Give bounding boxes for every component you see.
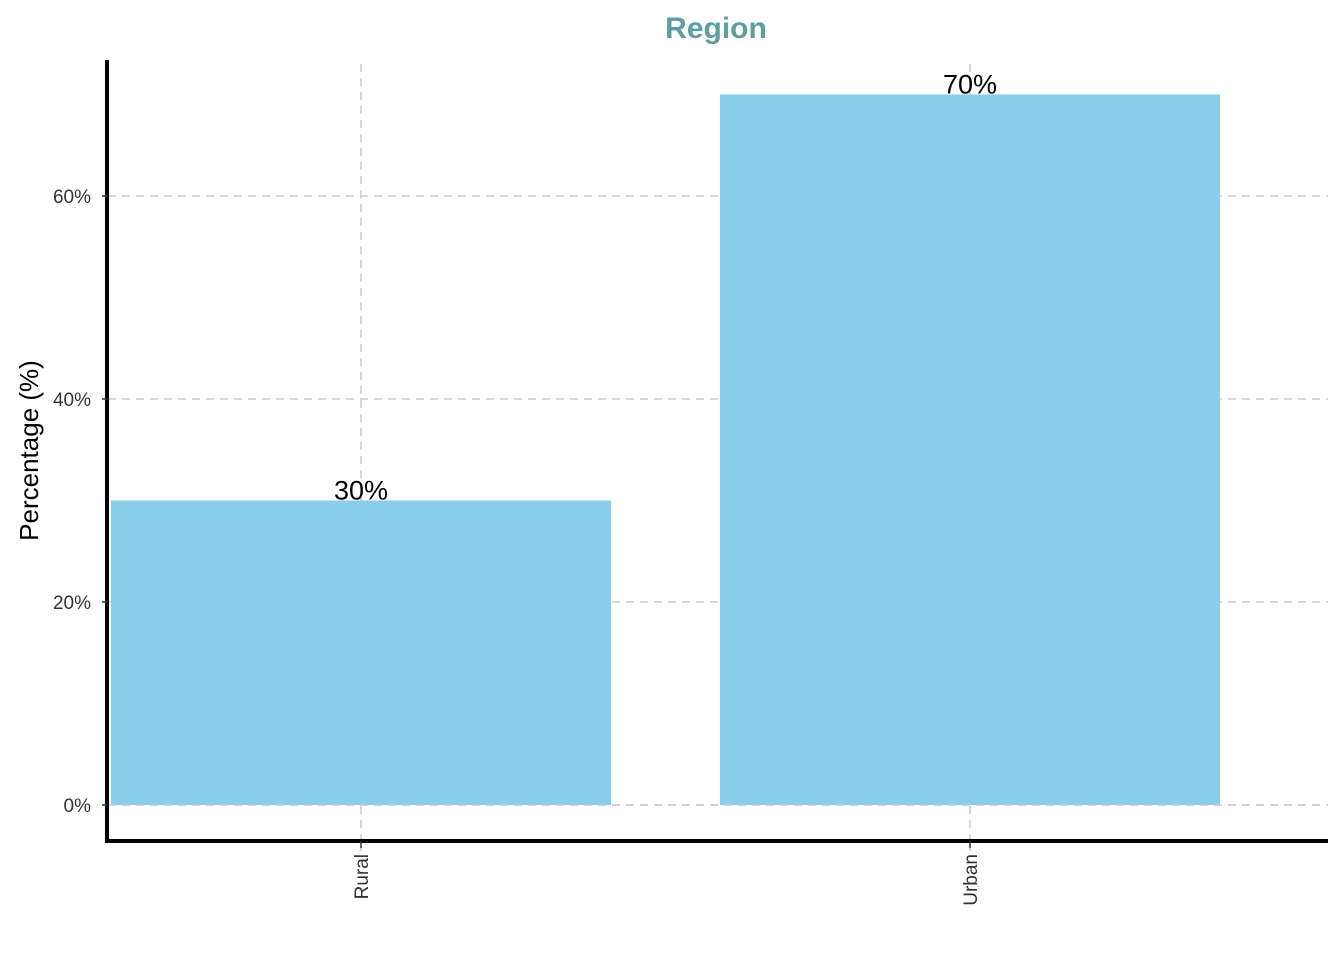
y-tick-label: 0% [64,796,92,817]
y-tick-label: 20% [53,593,91,614]
y-tick-label: 60% [53,187,91,208]
data-labels: 30% 70% [334,70,997,506]
data-label-rural: 30% [334,476,388,506]
bar-urban [720,94,1220,805]
bars [108,94,1328,806]
bar-rural [111,500,611,805]
data-label-urban: 70% [943,70,997,100]
chart-title: Region [665,12,767,45]
axes [105,60,1328,843]
y-axis-ticks: 0% 20% 40% 60% [53,187,108,817]
x-tick-label: Rural [352,854,373,899]
y-tick-label: 40% [53,390,91,411]
y-axis-title: Percentage (%) [14,360,44,541]
x-tick-label: Urban [961,854,982,906]
x-axis-ticks: Rural Urban [352,841,982,906]
